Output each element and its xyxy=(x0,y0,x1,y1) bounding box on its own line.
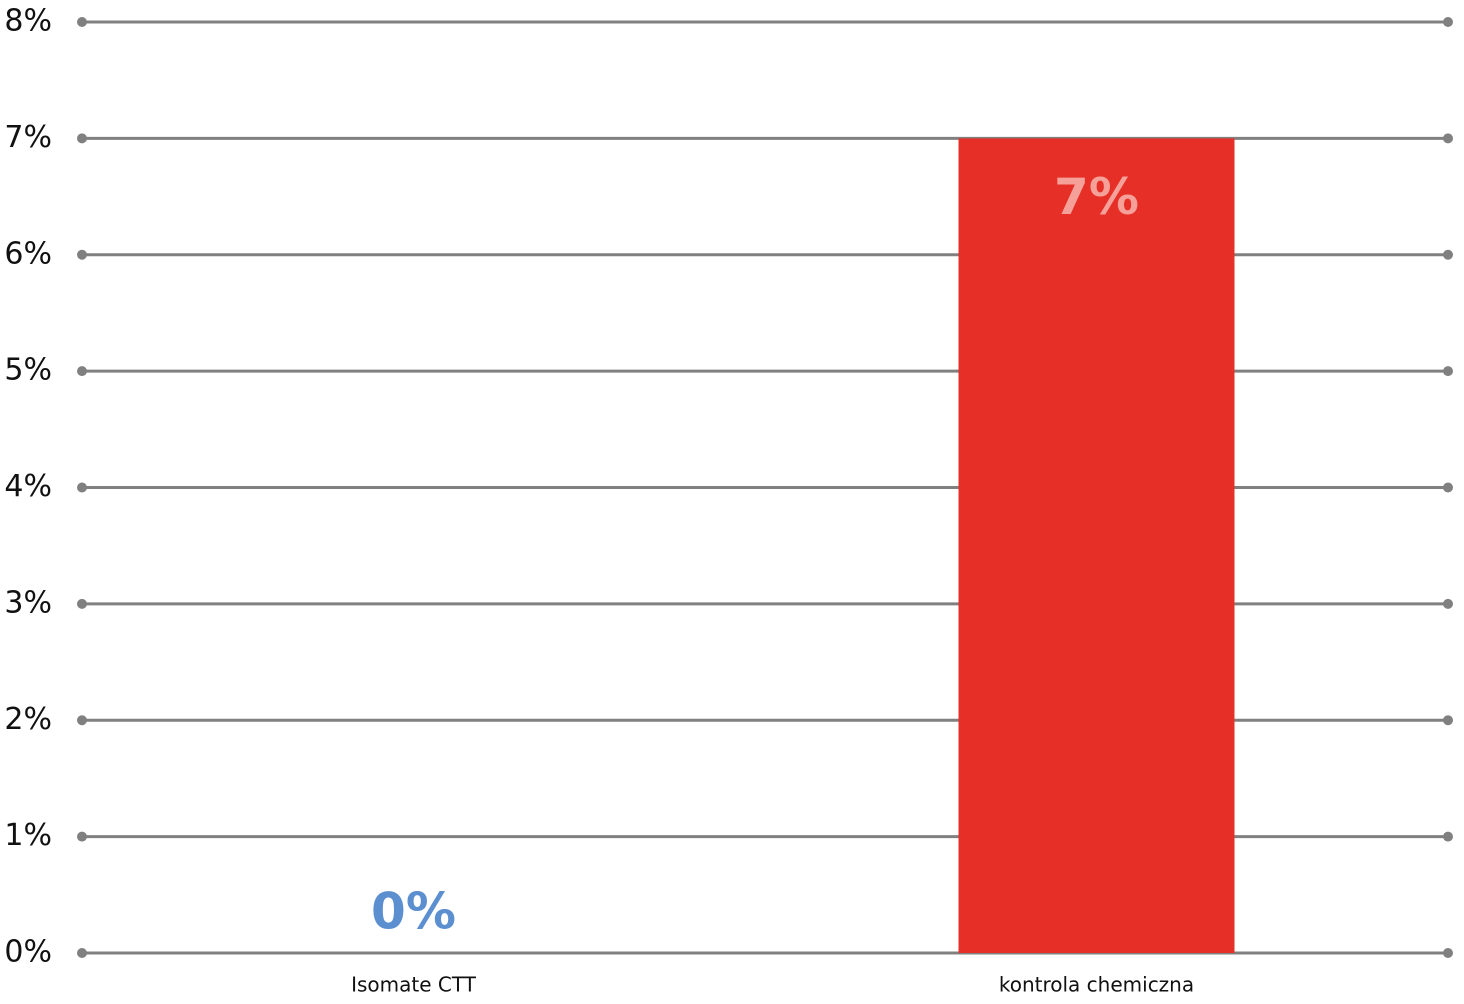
value-label: 0% xyxy=(371,883,456,941)
x-tick-label: Isomate CTT xyxy=(351,973,477,997)
grid-dot xyxy=(1443,133,1453,144)
grid-dot xyxy=(1443,249,1453,260)
grid-dot xyxy=(1443,482,1453,493)
bar xyxy=(958,138,1235,953)
grid-dot xyxy=(77,598,87,609)
y-tick-label: 1% xyxy=(4,818,52,853)
grid-dot xyxy=(1443,715,1453,726)
grid-dot xyxy=(1443,831,1453,842)
grid-dot xyxy=(1443,366,1453,377)
y-tick-label: 7% xyxy=(4,120,52,155)
y-tick-label: 5% xyxy=(4,353,52,388)
y-tick-label: 4% xyxy=(4,469,52,504)
grid-dot xyxy=(77,133,87,144)
grid-dot xyxy=(77,249,87,260)
grid-dot xyxy=(77,482,87,493)
y-tick-label: 3% xyxy=(4,585,52,620)
grid-dot xyxy=(1443,17,1453,27)
grid-dot xyxy=(1443,948,1453,958)
grid-dot xyxy=(77,366,87,377)
x-tick-label: kontrola chemiczna xyxy=(999,973,1194,997)
value-label: 7% xyxy=(1054,168,1139,226)
grid-dot xyxy=(77,715,87,726)
y-tick-label: 2% xyxy=(4,702,52,737)
grid-dot xyxy=(77,948,87,958)
grid-dot xyxy=(1443,598,1453,609)
grid-dot xyxy=(77,831,87,842)
grid-dot xyxy=(77,17,87,27)
y-tick-label: 8% xyxy=(4,4,52,39)
y-tick-label: 0% xyxy=(4,935,52,970)
y-tick-label: 6% xyxy=(4,236,52,271)
